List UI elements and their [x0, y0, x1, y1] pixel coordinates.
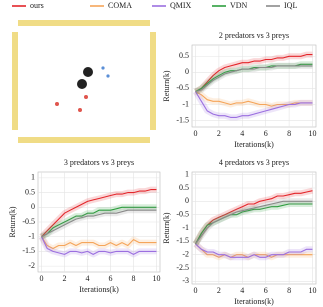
- prey: [101, 66, 105, 70]
- series-line: [195, 190, 313, 245]
- series-line: [41, 189, 157, 238]
- x-tick-label: 0: [194, 129, 198, 138]
- x-tick-label: 4: [85, 274, 89, 283]
- legend-label: ours: [30, 1, 44, 10]
- y-tick-label: -1.5: [176, 115, 189, 124]
- y-tick-label: -3: [182, 276, 189, 285]
- y-tick-label: -0.5: [22, 217, 35, 226]
- wall: [150, 32, 156, 130]
- series-line: [41, 236, 157, 255]
- y-tick-label: -1.5: [176, 236, 189, 245]
- y-tick-label: 0: [31, 202, 35, 211]
- x-tick-label: 4: [240, 286, 244, 295]
- x-tick-label: 8: [132, 274, 136, 283]
- y-tick-label: -1: [182, 223, 189, 232]
- x-tick-label: 4: [240, 129, 244, 138]
- legend-label: COMA: [108, 1, 132, 10]
- y-tick-label: -1.5: [22, 246, 35, 255]
- x-tick-label: 6: [109, 274, 113, 283]
- y-tick-label: -0.5: [176, 83, 189, 92]
- y-axis-label: Return(k): [8, 206, 17, 237]
- x-tick-label: 0: [39, 274, 43, 283]
- predator: [55, 102, 59, 106]
- x-tick-label: 8: [287, 286, 291, 295]
- y-tick-label: -1: [182, 99, 189, 108]
- chart-title: 4 predators vs 3 preys: [219, 158, 289, 167]
- y-axis-label: Return(k): [162, 212, 171, 243]
- predator: [84, 95, 88, 99]
- series-line: [41, 236, 157, 250]
- y-tick-label: -1: [28, 232, 35, 241]
- y-tick-label: 1: [185, 169, 189, 178]
- y-tick-label: 0.5: [179, 183, 189, 192]
- y-tick-label: 0: [185, 196, 189, 205]
- series-line: [195, 91, 313, 118]
- x-axis-label: Iterations(k): [234, 297, 274, 306]
- environment: [12, 20, 156, 143]
- y-tick-label: -2.5: [176, 263, 189, 272]
- series-line: [195, 91, 313, 107]
- series-line: [195, 54, 313, 93]
- series-line: [195, 200, 313, 245]
- chart-title: 2 predators vs 3 preys: [219, 31, 289, 40]
- y-tick-label: -2: [28, 261, 35, 270]
- x-axis-label: Iterations(k): [234, 140, 274, 149]
- wall: [18, 137, 150, 143]
- chart-title: 3 predators vs 3 preys: [64, 158, 134, 167]
- series-line: [195, 243, 313, 258]
- agent: [83, 67, 93, 77]
- legend-label: VDN: [230, 1, 248, 10]
- x-tick-label: 10: [308, 129, 316, 138]
- legend-label: QMIX: [170, 1, 192, 10]
- prey: [106, 74, 110, 78]
- y-tick-label: 1: [31, 173, 35, 182]
- series-line: [195, 65, 313, 93]
- x-tick-label: 2: [217, 129, 221, 138]
- legend-label: IQL: [284, 1, 297, 10]
- wall: [12, 32, 18, 130]
- agent: [77, 79, 87, 89]
- x-tick-label: 2: [217, 286, 221, 295]
- x-tick-label: 2: [62, 274, 66, 283]
- y-tick-label: 0.5: [179, 51, 189, 60]
- y-axis-label: Return(k): [162, 70, 171, 101]
- x-tick-label: 6: [264, 129, 268, 138]
- x-tick-label: 10: [153, 274, 161, 283]
- x-axis-label: Iterations(k): [79, 285, 119, 294]
- series-line: [41, 206, 157, 238]
- y-tick-label: 0.5: [25, 187, 35, 196]
- x-tick-label: 10: [308, 286, 316, 295]
- series-line: [41, 209, 157, 238]
- y-tick-label: -0.5: [176, 209, 189, 218]
- predator: [78, 108, 82, 112]
- x-tick-label: 8: [287, 129, 291, 138]
- wall: [18, 20, 150, 26]
- x-tick-label: 6: [264, 286, 268, 295]
- x-tick-label: 0: [194, 286, 198, 295]
- y-tick-label: -2: [182, 249, 189, 258]
- y-tick-label: 0: [185, 67, 189, 76]
